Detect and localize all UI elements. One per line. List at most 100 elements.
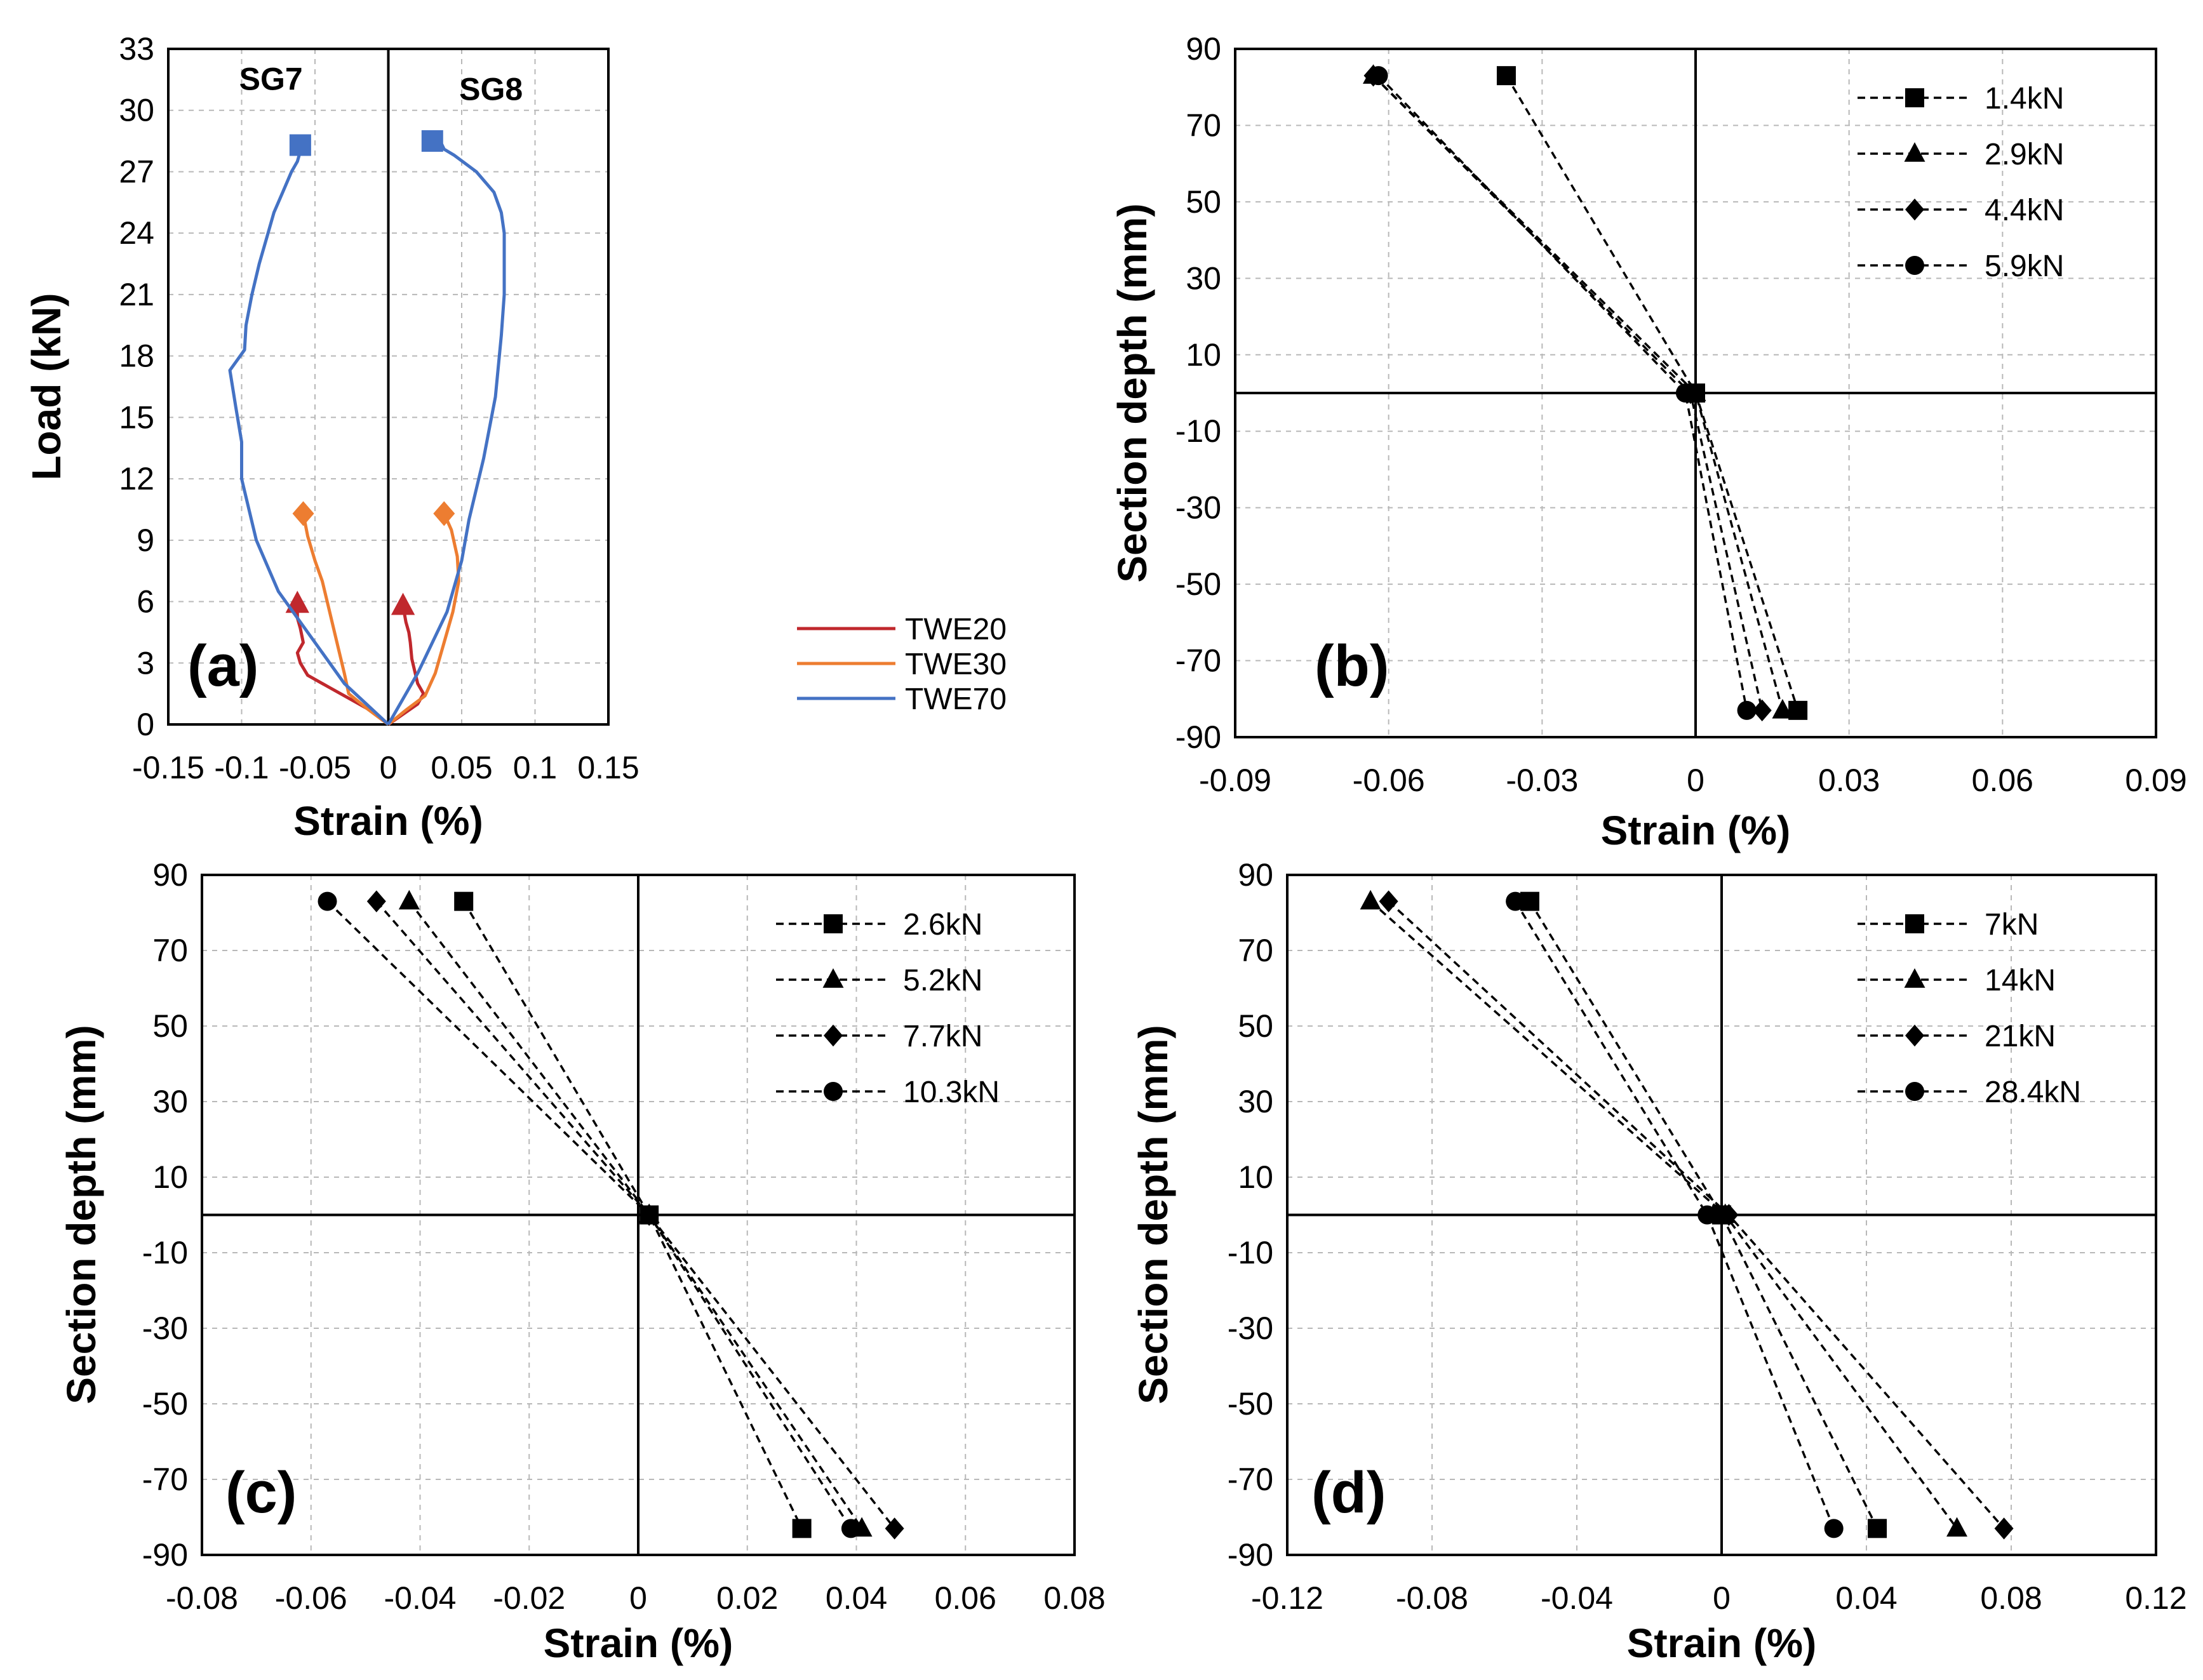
x-tick-label: -0.08 — [1396, 1580, 1468, 1616]
legend-marker — [1904, 142, 1925, 162]
y-tick-label: 50 — [1186, 184, 1221, 220]
x-tick-label: -0.06 — [1353, 763, 1425, 798]
x-tick-label: 0.06 — [935, 1580, 996, 1616]
series-marker — [1496, 66, 1516, 86]
y-tick-label: 30 — [1186, 260, 1221, 296]
series-line — [1529, 900, 1878, 1530]
y-tick-label: 90 — [1238, 857, 1273, 893]
y-tick-label: 30 — [152, 1084, 188, 1119]
panel-c: -0.08 -0.06 -0.04 -0.02 0 0.02 0.04 0.06 0.08 90 7… — [58, 857, 1106, 1666]
y-tick-label: -50 — [142, 1386, 188, 1422]
y-tick-label: -50 — [1175, 566, 1221, 602]
y-tick-label: -70 — [1175, 643, 1221, 679]
legend-label: 1.4kN — [1985, 82, 2064, 116]
y-tick-label: 10 — [1186, 337, 1221, 373]
series-marker — [1824, 1519, 1844, 1538]
series-end-marker — [289, 134, 311, 156]
y-tick-label: -70 — [1228, 1462, 1273, 1497]
x-tick-label: -0.1 — [214, 750, 269, 785]
legend-marker — [824, 1082, 843, 1101]
y-tick-label: 30 — [1238, 1084, 1273, 1119]
legend-marker — [1905, 1024, 1924, 1047]
y-tick-label: -90 — [1175, 719, 1221, 755]
series-marker — [1994, 1517, 2014, 1540]
sg8-label: SG8 — [459, 72, 523, 107]
panel-b: -0.09 -0.06 -0.03 0 0.03 0.06 0.09 90 70 50 30 10 -1… — [1109, 31, 2187, 853]
series-marker — [366, 890, 386, 912]
y-tick-label: 90 — [152, 857, 188, 893]
x-tick-label: -0.05 — [279, 750, 351, 785]
series-end-marker — [433, 501, 455, 526]
legend-marker — [1904, 968, 1925, 988]
y-axis-label: Section depth (mm) — [58, 1025, 104, 1404]
x-tick-label: 0 — [1713, 1580, 1731, 1616]
legend-label: 10.3kN — [903, 1076, 1000, 1109]
series-marker — [639, 1205, 659, 1225]
y-tick-label: 0 — [137, 707, 154, 742]
series-marker — [318, 891, 337, 911]
y-tick-label: 10 — [1238, 1159, 1273, 1195]
series-marker — [1675, 383, 1695, 403]
series-line — [462, 900, 803, 1530]
y-tick-label: -90 — [1228, 1537, 1273, 1573]
series-marker — [1946, 1517, 1967, 1537]
x-tick-label: -0.08 — [166, 1580, 238, 1616]
y-tick-label: 30 — [119, 93, 154, 128]
series-line — [387, 512, 460, 726]
x-tick-label: -0.03 — [1506, 763, 1578, 798]
x-tick-label: 0.08 — [1980, 1580, 2042, 1616]
legend-marker — [824, 914, 843, 933]
y-tick-label: -10 — [1175, 413, 1221, 449]
panels-root: -0.15 -0.1 -0.05 0 0.05 0.1 0.15 0 3 6 9 12 15 18 21 24… — [23, 31, 2187, 1666]
y-tick-label: 27 — [119, 154, 154, 189]
y-axis-label: Load (kN) — [23, 293, 69, 480]
legend-label: TWE70 — [905, 683, 1007, 716]
legend-marker — [824, 1024, 843, 1047]
y-tick-label: 15 — [119, 399, 154, 435]
legend-label: 4.4kN — [1985, 194, 2064, 227]
y-tick-label: -70 — [142, 1462, 188, 1497]
x-tick-label: 0 — [380, 750, 398, 785]
x-tick-label: 0 — [1687, 763, 1704, 798]
y-tick-label: -30 — [142, 1310, 188, 1346]
series-marker — [398, 890, 420, 910]
panel-letter: (c) — [225, 1460, 297, 1525]
legend-label: 14kN — [1985, 964, 2056, 997]
x-tick-label: -0.09 — [1199, 763, 1271, 798]
y-tick-label: 70 — [1186, 107, 1221, 143]
x-tick-label: 0.05 — [431, 750, 492, 785]
series-line — [387, 139, 506, 726]
y-tick-label: 12 — [119, 461, 154, 497]
legend-label: TWE20 — [905, 613, 1007, 646]
x-tick-label: 0.12 — [2125, 1580, 2186, 1616]
series-end-marker — [292, 501, 314, 526]
panel-letter: (a) — [187, 634, 258, 698]
series-end-marker — [421, 130, 443, 152]
x-tick-label: 0.09 — [2125, 763, 2186, 798]
y-tick-label: 50 — [152, 1008, 188, 1044]
legend-label: 7kN — [1985, 908, 2039, 942]
legend-label: 21kN — [1985, 1020, 2056, 1053]
y-tick-label: 70 — [152, 933, 188, 968]
series-5-9kn — [1369, 66, 1757, 720]
series-marker — [454, 891, 474, 911]
panel-d: -0.12 -0.08 -0.04 0 0.04 0.08 0.12 90 70 50 30 10 -1… — [1130, 857, 2187, 1666]
y-tick-label: 50 — [1238, 1008, 1273, 1044]
series-line — [302, 513, 389, 726]
legend-label: 2.9kN — [1985, 138, 2064, 171]
y-tick-label: -10 — [1228, 1235, 1273, 1270]
series-line — [228, 145, 390, 726]
y-tick-label: 6 — [137, 584, 154, 620]
x-tick-label: 0 — [629, 1580, 647, 1616]
y-tick-label: -30 — [1228, 1310, 1273, 1346]
panel-letter: (d) — [1311, 1460, 1386, 1525]
y-tick-label: -50 — [1228, 1386, 1273, 1422]
x-tick-label: -0.04 — [1541, 1580, 1613, 1616]
x-axis-label: Strain (%) — [293, 798, 483, 844]
series-marker — [1719, 1204, 1739, 1226]
x-tick-label: -0.04 — [384, 1580, 457, 1616]
series-end-marker — [391, 592, 415, 615]
y-axis-label: Section depth (mm) — [1109, 203, 1155, 582]
series-marker — [1697, 1205, 1717, 1225]
